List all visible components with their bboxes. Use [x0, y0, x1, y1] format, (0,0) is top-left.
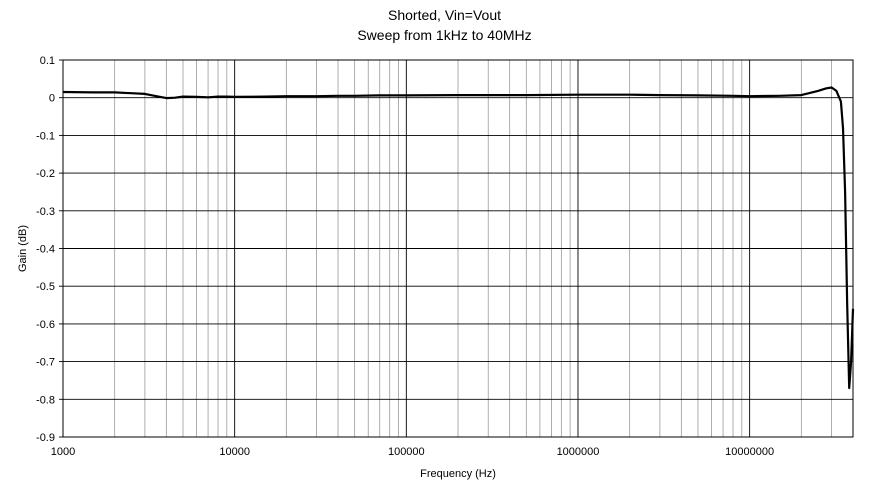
y-tick-label: 0.1 — [40, 55, 55, 67]
series-line-gain — [62, 86, 855, 390]
x-tick-label: 1000000 — [557, 446, 600, 458]
y-tick-label: -0.2 — [36, 168, 55, 180]
chart-title: Shorted, Vin=Vout — [388, 7, 501, 23]
y-axis-label: Gain (dB) — [17, 225, 29, 272]
y-axis-ticks: 0.1 0 -0.1 -0.2 -0.3 -0.4 -0.5 -0.6 -0.7 -0.8 -0.9 — [36, 55, 63, 444]
x-tick-label: 100000 — [388, 446, 425, 458]
y-tick-label: -0.7 — [36, 357, 55, 369]
y-tick-label: -0.8 — [36, 394, 55, 406]
y-tick-label: -0.3 — [36, 206, 55, 218]
x-tick-label: 10000 — [219, 446, 250, 458]
chart-subtitle: Sweep from 1kHz to 40MHz — [357, 27, 532, 43]
x-tick-label: 1000 — [51, 446, 75, 458]
y-tick-label: 0 — [49, 93, 55, 105]
y-tick-label: -0.5 — [36, 281, 55, 293]
x-tick-label: 10000000 — [725, 446, 774, 458]
x-axis-label: Frequency (Hz) — [420, 468, 496, 480]
y-tick-label: -0.6 — [36, 319, 55, 331]
y-tick-label: -0.1 — [36, 130, 55, 142]
x-axis-ticks: 1000 10000 100000 1000000 10000000 — [51, 446, 774, 458]
y-tick-label: -0.4 — [36, 244, 55, 256]
y-tick-label: -0.9 — [36, 432, 55, 444]
